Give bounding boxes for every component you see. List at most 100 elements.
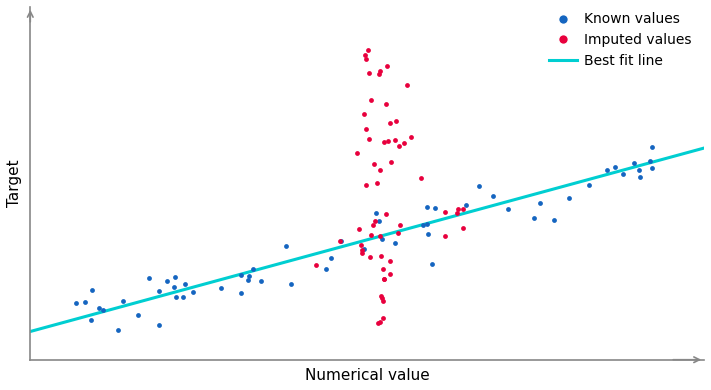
Point [370, 210, 382, 216]
Point [320, 266, 331, 272]
Point [87, 287, 98, 293]
Point [285, 281, 296, 287]
Point [610, 164, 621, 170]
Point [417, 222, 429, 228]
Point [335, 238, 346, 245]
Point [376, 295, 387, 301]
Point [358, 111, 369, 117]
Point [255, 278, 267, 284]
Point [97, 307, 109, 313]
Point [375, 292, 387, 299]
Point [356, 242, 367, 248]
Point [161, 278, 173, 284]
Point [352, 150, 363, 156]
Point [390, 240, 401, 246]
Point [453, 206, 464, 212]
Point [382, 138, 393, 144]
Point [364, 69, 375, 76]
Point [171, 294, 182, 300]
Point [358, 245, 370, 252]
Point [235, 272, 247, 278]
Point [421, 220, 432, 227]
Point [375, 167, 386, 173]
Point [378, 266, 389, 273]
Point [392, 229, 403, 236]
Point [356, 246, 368, 253]
Point [373, 71, 385, 77]
Point [362, 47, 373, 53]
Point [427, 261, 438, 267]
Point [143, 275, 154, 281]
Point [357, 250, 368, 256]
Point [369, 218, 380, 224]
Point [187, 289, 198, 295]
Point [242, 277, 254, 283]
Point [117, 298, 129, 304]
Point [584, 182, 595, 188]
Point [334, 238, 346, 244]
Point [86, 317, 97, 323]
Legend: Known values, Imputed values, Best fit line: Known values, Imputed values, Best fit l… [544, 7, 697, 74]
Point [378, 276, 390, 282]
Point [368, 222, 379, 228]
Point [379, 276, 390, 282]
Point [617, 171, 629, 177]
Point [380, 210, 392, 216]
Point [402, 82, 413, 88]
Point [112, 327, 123, 333]
Point [380, 101, 391, 108]
Point [215, 285, 227, 291]
Point [360, 126, 372, 132]
X-axis label: Numerical value: Numerical value [305, 368, 429, 383]
Y-axis label: Target: Target [7, 160, 22, 207]
Point [374, 232, 385, 239]
Point [385, 271, 396, 278]
Point [374, 68, 385, 74]
Point [177, 294, 188, 300]
Point [374, 218, 385, 224]
Point [153, 288, 164, 294]
Point [385, 121, 396, 127]
Point [377, 298, 388, 304]
Point [423, 231, 434, 237]
Point [389, 137, 400, 144]
Point [429, 205, 441, 211]
Point [360, 56, 371, 62]
Point [365, 97, 377, 103]
Point [398, 140, 410, 146]
Point [457, 206, 469, 213]
Point [439, 232, 451, 239]
Point [375, 319, 386, 325]
Point [563, 195, 574, 201]
Point [601, 167, 612, 174]
Point [378, 314, 389, 321]
Point [644, 158, 656, 165]
Point [153, 321, 164, 328]
Point [310, 262, 321, 268]
Point [169, 273, 181, 280]
Point [364, 254, 375, 261]
Point [488, 193, 499, 199]
Point [377, 236, 388, 242]
Point [71, 300, 82, 306]
Point [528, 215, 540, 221]
Point [634, 167, 645, 174]
Point [394, 143, 405, 149]
Point [384, 258, 395, 264]
Point [247, 266, 259, 273]
Point [378, 139, 390, 145]
Point [394, 222, 405, 228]
Point [451, 210, 463, 216]
Point [548, 217, 560, 223]
Point [363, 136, 374, 142]
Point [169, 284, 180, 290]
Point [646, 165, 658, 172]
Point [179, 280, 191, 287]
Point [79, 299, 90, 305]
Point [373, 320, 384, 326]
Point [391, 117, 402, 124]
Point [535, 200, 546, 206]
Point [440, 208, 451, 215]
Point [405, 134, 416, 140]
Point [325, 255, 336, 261]
